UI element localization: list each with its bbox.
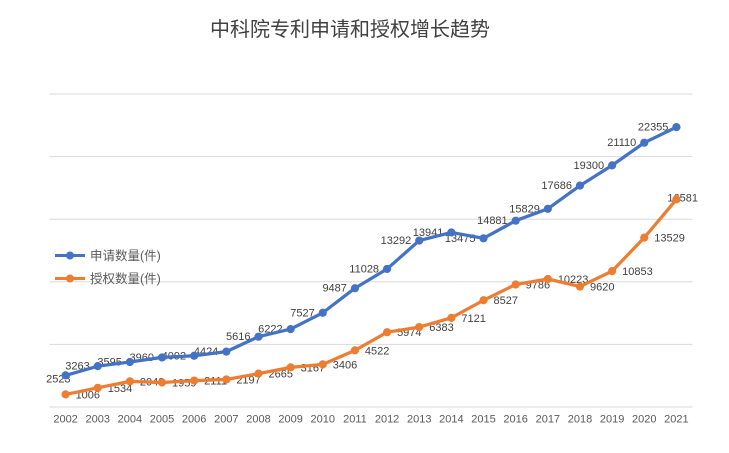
series-marker — [222, 375, 231, 384]
series-marker — [286, 363, 295, 372]
x-axis-label: 2007 — [214, 414, 238, 426]
series-marker — [640, 233, 649, 242]
data-label: 7527 — [290, 307, 314, 319]
series-marker — [61, 371, 70, 380]
series-marker — [286, 325, 295, 334]
series-marker — [479, 234, 488, 243]
series-marker — [125, 357, 134, 367]
data-label: 17686 — [541, 180, 572, 192]
data-label: 4522 — [365, 345, 389, 357]
series-marker — [672, 195, 681, 204]
series-marker — [254, 369, 263, 378]
x-axis-label: 2002 — [53, 414, 77, 426]
data-label: 21110 — [607, 137, 636, 149]
legend-label: 申请数量(件) — [90, 248, 161, 263]
series-marker — [93, 383, 102, 392]
series-line — [63, 197, 679, 397]
data-label: 15829 — [509, 203, 540, 215]
series-marker — [382, 328, 392, 337]
x-axis-label: 2020 — [632, 414, 656, 426]
data-label: 11028 — [349, 263, 379, 275]
x-axis-label: 2013 — [407, 414, 431, 426]
legend-item: 申请数量(件) — [55, 248, 161, 263]
series-marker — [222, 347, 231, 356]
x-axis-label: 2021 — [664, 414, 688, 426]
data-label: 7121 — [461, 313, 485, 325]
series-marker — [382, 264, 392, 274]
series-marker — [479, 296, 488, 305]
series-line — [63, 125, 679, 378]
series-marker — [350, 284, 360, 293]
chart-title: 中科院专利申请和授权增长趋势 — [210, 18, 490, 41]
x-axis-label: 2016 — [503, 414, 527, 426]
legend-item: 授权数量(件) — [55, 271, 161, 286]
series-marker — [157, 378, 167, 387]
series-marker — [254, 332, 263, 341]
series-marker — [543, 274, 552, 284]
series-marker — [640, 138, 649, 147]
data-label: 9487 — [322, 283, 346, 295]
series-marker — [318, 360, 327, 369]
x-axis-label: 2006 — [182, 414, 206, 426]
x-axis-label: 2018 — [568, 414, 592, 426]
data-label: 13292 — [381, 235, 412, 247]
x-axis-label: 2008 — [246, 414, 270, 426]
series-marker — [61, 390, 70, 399]
data-label: 14881 — [477, 215, 508, 227]
series-marker — [318, 308, 327, 317]
plot-area: 2002 2003 2004 2005 2006 2007 2008 2009 2010 2011… — [46, 93, 698, 426]
x-axis-label: 2012 — [375, 414, 399, 426]
series-marker — [125, 377, 134, 386]
data-label: 5616 — [226, 331, 250, 343]
data-label: 19300 — [574, 160, 605, 172]
x-axis-label: 2014 — [439, 414, 463, 426]
series-marker — [447, 313, 456, 322]
series-marker — [608, 161, 617, 170]
series-marker — [543, 204, 552, 213]
data-label: 10853 — [622, 266, 653, 278]
x-axis-label: 2015 — [471, 414, 495, 426]
series-marker — [608, 267, 617, 276]
series-marker — [575, 282, 585, 291]
series-marker — [415, 322, 424, 332]
data-label: 13529 — [654, 233, 685, 245]
series-marker — [93, 362, 102, 371]
legend-swatch-marker — [66, 251, 74, 260]
series-marker — [157, 353, 167, 362]
legend-swatch-marker — [66, 274, 74, 283]
data-label: 6383 — [429, 322, 453, 334]
legend-label: 授权数量(件) — [90, 271, 161, 286]
x-axis-label: 2005 — [150, 414, 174, 426]
x-axis-label: 2003 — [85, 414, 109, 426]
x-axis-label: 2009 — [278, 414, 302, 426]
series-marker — [415, 236, 424, 245]
data-label: 9620 — [590, 282, 614, 294]
series-marker — [511, 216, 520, 225]
x-axis-label: 2011 — [343, 414, 367, 426]
x-axis-label: 2019 — [600, 414, 624, 426]
series-marker — [575, 181, 585, 190]
series-marker — [447, 228, 456, 237]
series-marker — [350, 346, 360, 355]
data-label: 8527 — [494, 295, 518, 307]
series-marker — [190, 351, 199, 360]
series-marker — [672, 123, 681, 132]
data-label: 22355 — [638, 122, 669, 134]
series-marker — [190, 376, 199, 385]
x-axis-label: 2017 — [536, 414, 560, 426]
x-axis-label: 2010 — [311, 414, 335, 426]
data-label: 3406 — [333, 359, 357, 371]
series-marker — [511, 280, 520, 289]
x-axis-label: 2004 — [118, 414, 142, 426]
